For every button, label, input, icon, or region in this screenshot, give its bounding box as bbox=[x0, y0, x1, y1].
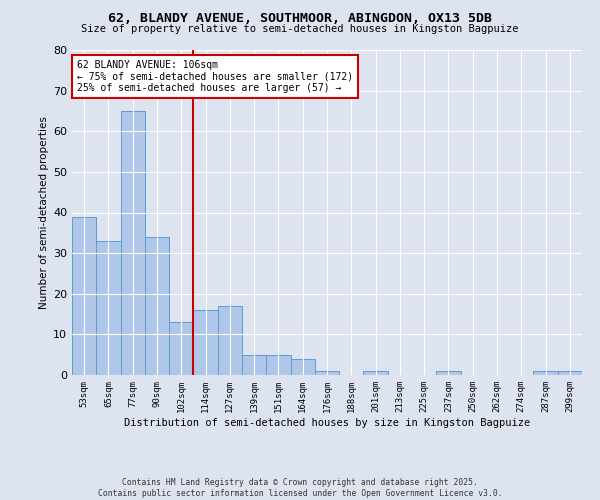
Bar bbox=[436, 371, 461, 375]
Bar bbox=[290, 359, 315, 375]
Bar bbox=[193, 310, 218, 375]
Text: Size of property relative to semi-detached houses in Kingston Bagpuize: Size of property relative to semi-detach… bbox=[81, 24, 519, 34]
X-axis label: Distribution of semi-detached houses by size in Kingston Bagpuize: Distribution of semi-detached houses by … bbox=[124, 418, 530, 428]
Bar bbox=[145, 237, 169, 375]
Text: 62 BLANDY AVENUE: 106sqm
← 75% of semi-detached houses are smaller (172)
25% of : 62 BLANDY AVENUE: 106sqm ← 75% of semi-d… bbox=[77, 60, 353, 93]
Bar bbox=[169, 322, 193, 375]
Bar bbox=[96, 241, 121, 375]
Text: Contains HM Land Registry data © Crown copyright and database right 2025.
Contai: Contains HM Land Registry data © Crown c… bbox=[98, 478, 502, 498]
Y-axis label: Number of semi-detached properties: Number of semi-detached properties bbox=[39, 116, 49, 309]
Bar bbox=[72, 216, 96, 375]
Bar bbox=[533, 371, 558, 375]
Text: 62, BLANDY AVENUE, SOUTHMOOR, ABINGDON, OX13 5DB: 62, BLANDY AVENUE, SOUTHMOOR, ABINGDON, … bbox=[108, 12, 492, 26]
Bar bbox=[266, 354, 290, 375]
Bar bbox=[364, 371, 388, 375]
Bar bbox=[121, 111, 145, 375]
Bar bbox=[242, 354, 266, 375]
Bar bbox=[315, 371, 339, 375]
Bar bbox=[558, 371, 582, 375]
Bar bbox=[218, 306, 242, 375]
